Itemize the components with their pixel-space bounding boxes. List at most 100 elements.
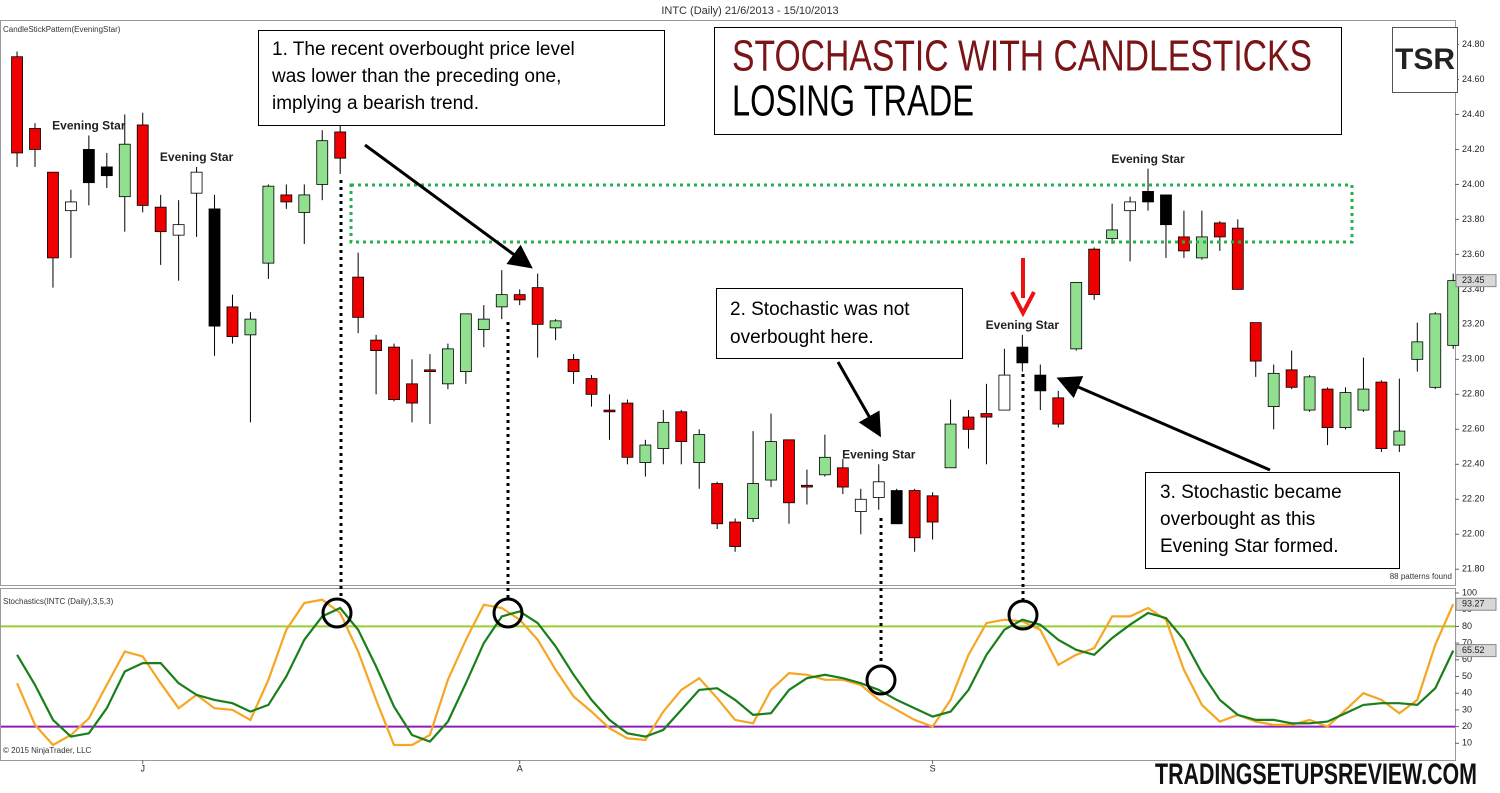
y-tick-label: 40 [1462,688,1472,698]
candle-body [854,498,867,512]
candle-body [65,201,77,212]
pattern-label: Evening Star [52,119,126,133]
y-tick-label: 70 [1462,637,1472,647]
candle-body [1016,346,1029,364]
candle-body [334,131,347,159]
pattern-label: Evening Star [160,150,234,164]
candle-body [406,383,418,404]
last-price-box [1455,274,1497,288]
website: TRADINGSETUPSREVIEW.COM [1155,758,1477,791]
y-tick-label: 10 [1462,738,1472,748]
candle-body [890,490,903,525]
y-tick-label: 100 [1462,587,1477,597]
y-tick-label: 60 [1462,654,1472,664]
candle-body [262,185,275,264]
red-arrow-head [1010,291,1036,318]
candle-body [190,171,203,194]
candle-body [693,434,706,463]
callout-text: overbought as this [1160,509,1315,530]
callout-text: 2. Stochastic was not [730,299,910,320]
candle-body [998,374,1011,411]
logo: TSR [1395,43,1455,76]
candle-body [1303,376,1316,411]
red-arrow [1010,258,1036,318]
candle-body [621,402,634,458]
y-tick-label: 24.40 [1462,109,1485,119]
y-tick-label: 22.80 [1462,389,1485,399]
y-tick-label: 50 [1462,671,1472,681]
candle-body [657,421,670,449]
candle-body [1267,372,1280,407]
candle-body [639,444,652,463]
callout-box [258,30,665,126]
arrow [836,361,881,438]
pattern-label: Evening Star [842,447,916,461]
y-tick-label: 23.20 [1462,319,1485,329]
candle-body [836,467,849,488]
last-value-label: 93.27 [1462,599,1485,609]
candle-body [352,276,365,318]
candle-body [316,140,329,185]
candle-body [424,369,436,372]
y-tick-label: 24.60 [1462,74,1485,84]
y-tick-label: 22.60 [1462,424,1485,434]
candle-body [1285,369,1298,388]
y-tick-label: 24.20 [1462,144,1485,154]
stochastic-panel [0,588,1456,761]
candle-body [980,413,993,418]
guides [339,180,1025,665]
candle-body [585,378,598,395]
candle-body [1160,194,1172,226]
candle-body [1070,281,1083,350]
y-tick-label: 20 [1462,721,1472,731]
headline: STOCHASTIC WITH CANDLESTICKS [732,32,1312,81]
candle-body [1178,236,1190,252]
candle-body [477,318,490,331]
candle-body [1429,313,1442,388]
arrow [364,143,533,269]
headline-box [714,27,1342,135]
callout-text: was lower than the preceding one, [271,66,561,87]
candle-body [729,521,742,547]
candle-body [711,483,724,525]
y-tick-label: 22.20 [1462,494,1485,504]
candle-body [1321,388,1334,428]
x-tick-label: A [517,763,523,773]
candle-body [459,313,472,372]
candle-body [567,358,580,372]
marks: 21.80 22.00 22.20 22.40 22.60 22.80 23.00 23.20… [1,39,1497,773]
candle-body [603,409,616,413]
candle-body [100,166,113,177]
stochastic-title: Stochastics(INTC (Daily),3,5,3) [3,597,114,606]
candle-body [747,483,759,519]
footnote: 88 patterns found [1390,572,1452,581]
circle [492,597,524,629]
headline: LOSING TRADE [732,77,974,126]
candle-body [208,208,221,327]
chart-title: INTC (Daily) 21/6/2013 - 15/10/2013 [661,5,838,17]
candle-body [370,339,382,352]
y-tick-label: 80 [1462,621,1472,631]
callout-text: Evening Star formed. [1160,536,1338,557]
y-tick-label: 23.00 [1462,354,1485,364]
candle-body [1375,381,1388,449]
candle-body [11,56,23,154]
candle-body [872,481,885,498]
circle [1007,599,1039,631]
candle-body [1339,392,1352,428]
candle-body [82,149,95,184]
candle-body [1393,430,1406,446]
candle-body [1213,222,1226,238]
callout-text: overbought here. [730,327,874,348]
stochastic-line [16,606,1455,743]
stochastic-line [16,598,1455,747]
candle-body [1447,280,1460,346]
candle-body [154,206,167,233]
last-value-box [1455,644,1497,658]
candle-body [675,411,688,442]
circle [865,664,897,696]
candle-body [549,320,562,329]
candle-body [513,294,526,301]
candle-body [244,318,257,336]
candle-body [1249,322,1262,362]
